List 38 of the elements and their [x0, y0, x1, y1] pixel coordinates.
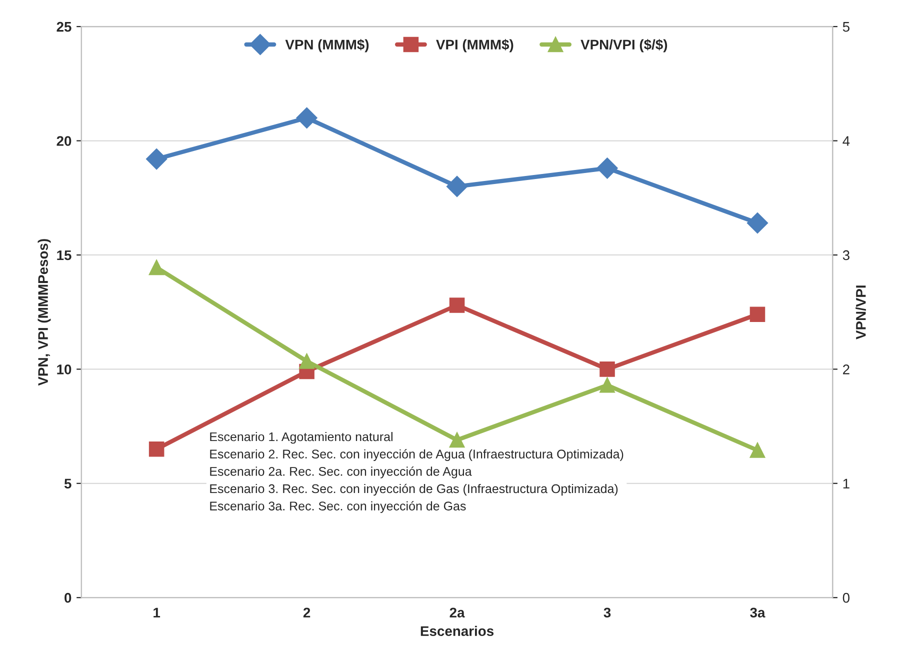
y-tick-label: 5 [64, 478, 72, 489]
annotation: Escenario 1. Agotamiento natural Escenario 2. Rec. Sec. con inyección de Agua (Infraestructura Optimizada) Escenario 2a. Rec. Sec. con inyección de Agua Escenario 3. Rec. Sec. con inyección de Gas (Infraestructura Optimizada) Escenario 3a. Rec. Sec. con inyección de Gas [210, 432, 624, 513]
point [296, 107, 318, 128]
legend-label: VPI (MMM$) [436, 39, 514, 52]
point [449, 432, 465, 448]
point [750, 442, 766, 458]
y2-tick-label: 2 [843, 364, 850, 374]
point [299, 354, 314, 369]
point [449, 298, 465, 313]
y2-tick-label: 5 [842, 22, 850, 32]
point [600, 362, 615, 377]
x-tick-label: 2 [303, 608, 310, 618]
y-tick-label: 15 [57, 250, 72, 260]
point [750, 306, 766, 322]
x-tick-label: 3 [604, 608, 611, 618]
x-axis-title: Escenarios [420, 626, 494, 636]
point [446, 176, 468, 197]
y2-tick-label: 4 [842, 136, 850, 146]
point [746, 212, 768, 234]
y-tick-label: 10 [57, 364, 72, 374]
y-tick-label: 0 [64, 592, 72, 603]
legend-label: VPN/VPI ($/$) [580, 39, 668, 52]
y-tick-label: 20 [56, 136, 72, 146]
x-tick-label: 1 [154, 608, 160, 618]
x-tick-label: 2a [450, 608, 465, 618]
legend-label: VPN (MMM$) [285, 39, 369, 52]
point [148, 441, 164, 457]
y2-axis-title: VPN/VPI [856, 286, 866, 340]
y-tick-label: 25 [56, 22, 72, 32]
y2-tick-label: 0 [842, 592, 850, 603]
y2-tick-label: 3 [842, 250, 850, 260]
point [146, 148, 168, 170]
y2-tick-label: 1 [843, 478, 850, 488]
y-axis-title: VPN, VPI (MMMPesos) [38, 239, 51, 386]
point [148, 260, 164, 276]
point [596, 158, 618, 179]
x-tick-label: 3a [750, 608, 766, 618]
point [600, 378, 615, 393]
